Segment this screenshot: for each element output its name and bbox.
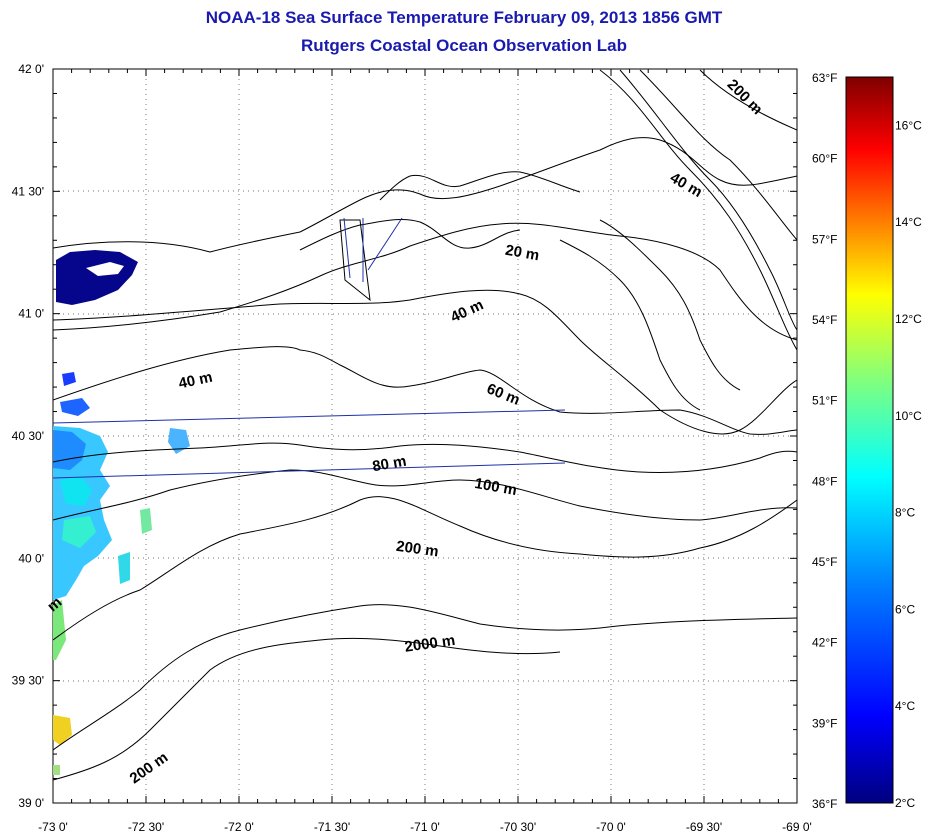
fahrenheit-label: 51°F (812, 394, 837, 408)
map-subtitle: Rutgers Coastal Ocean Observation Lab (301, 36, 627, 55)
lat-tick-label: 41 0' (18, 307, 44, 321)
bathymetry-contours (53, 69, 797, 781)
fahrenheit-label: 63°F (812, 71, 837, 85)
contour-label: 20 m (504, 242, 541, 265)
lat-tick-label: 39 0' (18, 796, 44, 810)
lon-tick-label: -70 30' (500, 820, 536, 834)
fahrenheit-label: 54°F (812, 313, 837, 327)
fahrenheit-label: 36°F (812, 797, 837, 811)
lat-tick-label: 39 30' (12, 674, 44, 688)
celsius-scale-labels: 16°C 14°C 12°C 10°C 8°C 6°C 4°C 2°C (895, 118, 922, 810)
lon-tick-label: -70 0' (596, 820, 626, 834)
fahrenheit-label: 42°F (812, 636, 837, 650)
lat-tick-label: 40 0' (18, 551, 44, 565)
longitude-tick-labels: -73 0' -72 30' -72 0' -71 30' -71 0' -70 30' -… (38, 820, 812, 834)
lon-tick-label: -69 30' (686, 820, 722, 834)
celsius-label: 14°C (895, 215, 922, 229)
lon-tick-label: -73 0' (38, 820, 68, 834)
lon-tick-label: -71 0' (410, 820, 440, 834)
celsius-label: 6°C (895, 602, 915, 616)
map-title: NOAA-18 Sea Surface Temperature February… (205, 8, 723, 27)
lon-tick-label: -72 0' (224, 820, 254, 834)
lon-tick-label: -71 30' (314, 820, 350, 834)
lat-tick-label: 42 0' (18, 62, 44, 76)
latitude-tick-labels: 42 0' 41 30' 41 0' 40 30' 40 0' 39 30' 39 0' (12, 62, 44, 810)
contour-label: 40 m (177, 369, 214, 393)
lat-tick-label: 40 30' (12, 429, 44, 443)
contour-label: 2000 m (404, 632, 457, 656)
celsius-label: 8°C (895, 506, 915, 520)
celsius-label: 10°C (895, 409, 922, 423)
lat-tick-label: 41 30' (12, 184, 44, 198)
colorbar (845, 76, 894, 804)
graticule (53, 69, 797, 803)
lon-tick-label: -72 30' (128, 820, 164, 834)
fahrenheit-label: 57°F (812, 232, 837, 246)
celsius-label: 4°C (895, 699, 915, 713)
celsius-label: 16°C (895, 118, 922, 132)
contour-label: 80 m (371, 453, 408, 476)
celsius-label: 2°C (895, 796, 915, 810)
fahrenheit-label: 48°F (812, 474, 837, 488)
lon-tick-label: -69 0' (782, 820, 812, 834)
fahrenheit-label: 45°F (812, 555, 837, 569)
contour-label: 200 m (395, 538, 439, 561)
sst-pixels (53, 250, 190, 775)
fahrenheit-scale-labels: 63°F 60°F 57°F 54°F 51°F 48°F 45°F 42°F 39°F 36°F (812, 71, 837, 811)
celsius-label: 12°C (895, 312, 922, 326)
fahrenheit-label: 39°F (812, 716, 837, 730)
fahrenheit-label: 60°F (812, 152, 837, 166)
satellite-track-lines (53, 217, 566, 479)
